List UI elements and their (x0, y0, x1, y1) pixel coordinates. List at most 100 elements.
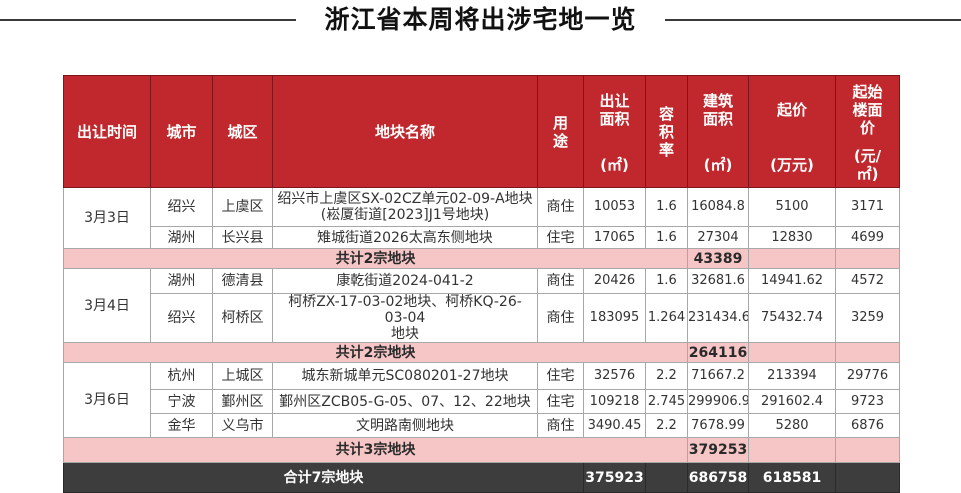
empty-cell (835, 462, 900, 493)
header-price: 起价 (万元) (748, 75, 836, 188)
header-name: 地块名称 (272, 75, 538, 188)
far-cell: 1.6 (645, 226, 688, 249)
plot-name-cell: 雉城街道2026太高东侧地块 (272, 226, 538, 249)
gfa-cell: 27304 (687, 226, 749, 249)
subtotal-row: 共计2宗地块 264116 (63, 342, 900, 363)
header-price-label: 起价 (776, 100, 807, 119)
district-cell: 上虞区 (212, 187, 273, 227)
city-cell: 宁波 (150, 389, 213, 414)
area-cell: 17065 (583, 226, 646, 249)
district-cell: 柯桥区 (212, 293, 273, 343)
plot-name-cell: 城东新城单元SC080201-27地块 (272, 362, 538, 390)
header-area: 出让面积 (㎡) (583, 75, 646, 188)
title-rule-right (665, 19, 961, 21)
gfa-cell: 7678.99 (687, 413, 749, 438)
header-floor-price: 起始楼面价 (元/㎡) (835, 75, 900, 188)
far-cell: 1.6 (645, 187, 688, 227)
subtotal-gfa: 43389 (687, 248, 749, 269)
land-table: 出让时间 城市 城区 地块名称 用途 出让面积 (㎡) 容积率 建筑面积 (㎡) (63, 75, 900, 493)
far-cell: 2.2 (645, 362, 688, 390)
use-cell: 住宅 (537, 362, 584, 390)
total-area: 375923 (583, 462, 646, 493)
header-use-label: 用途 (552, 113, 568, 150)
table-row: 湖州 长兴县 雉城街道2026太高东侧地块 住宅 17065 1.6 27304… (64, 226, 900, 249)
subtotal-label: 共计3宗地块 (63, 437, 688, 463)
header-gfa: 建筑面积 (㎡) (687, 75, 749, 188)
table-row: 绍兴 柯桥区 柯桥ZX-17-03-02地块、柯桥KQ-26-03-04 地块 … (64, 293, 900, 343)
district-cell: 长兴县 (212, 226, 273, 249)
header-floor-price-unit: (元/㎡) (853, 146, 882, 183)
city-cell: 绍兴 (150, 293, 213, 343)
empty-cell (835, 437, 900, 463)
area-cell: 32576 (583, 362, 646, 390)
subtotal-label: 共计2宗地块 (63, 248, 688, 269)
district-cell: 鄞州区 (212, 389, 273, 414)
area-cell: 183095 (583, 293, 646, 343)
price-cell: 213394 (748, 362, 836, 390)
city-cell: 湖州 (150, 226, 213, 249)
use-cell: 商住 (537, 293, 584, 343)
plot-name-cell: 绍兴市上虞区SX-02CZ单元02-09-A地块 (崧厦街道[2023]J1号地… (272, 187, 538, 227)
floor-price-cell: 29776 (835, 362, 900, 390)
plot-name-cell: 文明路南侧地块 (272, 413, 538, 438)
header-area-unit: (㎡) (600, 155, 629, 174)
header-district: 城区 (212, 75, 273, 188)
area-cell: 10053 (583, 187, 646, 227)
price-cell: 291602.4 (748, 389, 836, 414)
floor-price-cell: 3171 (835, 187, 900, 227)
header-row: 出让时间 城市 城区 地块名称 用途 出让面积 (㎡) 容积率 建筑面积 (㎡) (63, 75, 900, 188)
use-cell: 商住 (537, 268, 584, 294)
subtotal-label: 共计2宗地块 (63, 342, 688, 363)
price-cell: 5100 (748, 187, 836, 227)
far-cell: 2.2 (645, 413, 688, 438)
date-cell: 3月6日 (63, 362, 151, 438)
plot-name-cell: 鄞州区ZCB05-G-05、07、12、22地块 (272, 389, 538, 414)
total-price: 618581 (748, 462, 836, 493)
city-cell: 杭州 (150, 362, 213, 390)
city-cell: 绍兴 (150, 187, 213, 227)
table-row: 金华 义乌市 文明路南侧地块 商住 3490.45 2.2 7678.99 52… (64, 413, 900, 438)
floor-price-cell: 4572 (835, 268, 900, 294)
district-cell: 上城区 (212, 362, 273, 390)
empty-cell (748, 437, 836, 463)
subtotal-gfa: 264116 (687, 342, 749, 363)
floor-price-cell: 4699 (835, 226, 900, 249)
total-row: 合计7宗地块 375923 686758 618581 (63, 462, 900, 493)
total-label: 合计7宗地块 (63, 462, 584, 493)
use-cell: 住宅 (537, 389, 584, 414)
table-row: 3月3日 绍兴 上虞区 绍兴市上虞区SX-02CZ单元02-09-A地块 (崧厦… (63, 187, 900, 249)
far-cell: 1.6 (645, 268, 688, 294)
price-cell: 14941.62 (748, 268, 836, 294)
header-city: 城市 (150, 75, 213, 188)
area-cell: 20426 (583, 268, 646, 294)
subtotal-gfa: 379253 (687, 437, 749, 463)
district-cell: 德清县 (212, 268, 273, 294)
area-cell: 3490.45 (583, 413, 646, 438)
price-cell: 5280 (748, 413, 836, 438)
header-far: 容积率 (645, 75, 688, 188)
subtotal-row: 共计3宗地块 379253 (63, 437, 900, 463)
table-row: 宁波 鄞州区 鄞州区ZCB05-G-05、07、12、22地块 住宅 10921… (64, 389, 900, 414)
empty-cell (645, 462, 688, 493)
header-use: 用途 (537, 75, 584, 188)
empty-cell (748, 248, 836, 269)
price-cell: 75432.74 (748, 293, 836, 343)
floor-price-cell: 3259 (835, 293, 900, 343)
title-rule-left (0, 19, 296, 21)
header-date: 出让时间 (63, 75, 151, 188)
use-cell: 商住 (537, 187, 584, 227)
floor-price-cell: 9723 (835, 389, 900, 414)
gfa-cell: 71667.2 (687, 362, 749, 390)
floor-price-cell: 6876 (835, 413, 900, 438)
table-row: 3月4日 湖州 德清县 康乾街道2024-041-2 商住 20426 1.6 … (63, 268, 900, 343)
plot-name-cell: 康乾街道2024-041-2 (272, 268, 538, 294)
header-gfa-label: 建筑面积 (702, 91, 733, 128)
district-cell: 义乌市 (212, 413, 273, 438)
page-title: 浙江省本周将出涉宅地一览 (324, 5, 637, 34)
use-cell: 商住 (537, 413, 584, 438)
header-price-unit: (万元) (770, 155, 814, 174)
area-cell: 109218 (583, 389, 646, 414)
header-gfa-unit: (㎡) (703, 155, 733, 174)
city-cell: 金华 (150, 413, 213, 438)
header-far-label: 容积率 (658, 104, 674, 159)
